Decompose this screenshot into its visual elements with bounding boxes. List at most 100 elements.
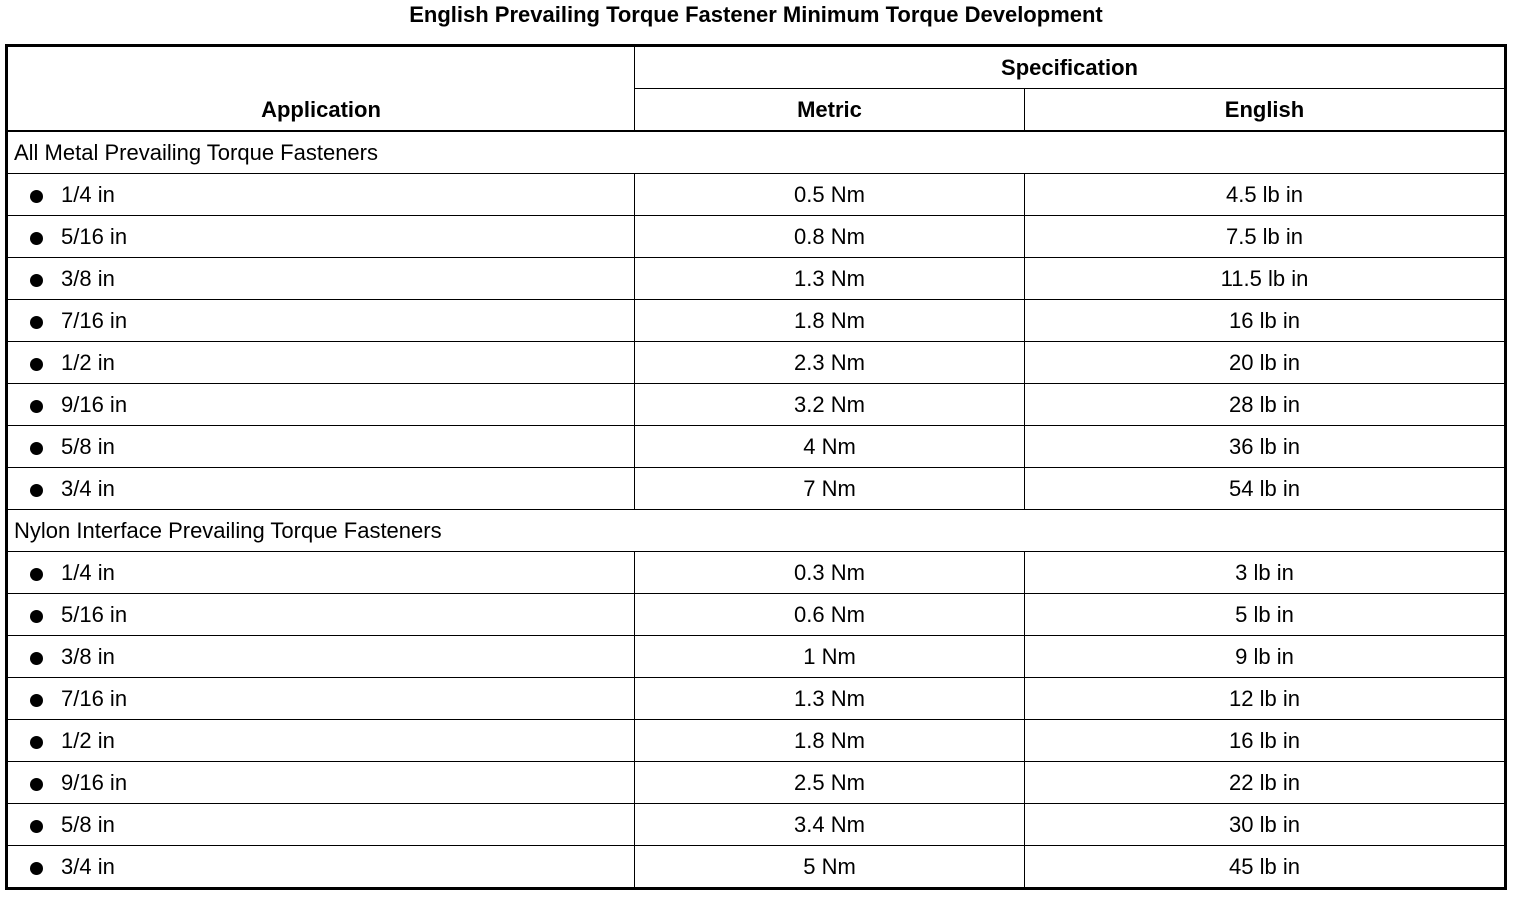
application-value: 3/8 in bbox=[61, 644, 115, 669]
english-cell: 30 lb in bbox=[1024, 803, 1506, 846]
english-cell: 11.5 lb in bbox=[1024, 257, 1506, 300]
table-row: 1/4 in 0.5 Nm 4.5 lb in bbox=[6, 173, 1506, 216]
table-row: 7/16 in 1.8 Nm 16 lb in bbox=[6, 299, 1506, 342]
table-body: All Metal Prevailing Torque Fasteners 1/4… bbox=[6, 130, 1506, 889]
bullet-icon bbox=[30, 862, 43, 875]
table-row: 3/8 in 1 Nm 9 lb in bbox=[6, 635, 1506, 678]
metric-cell: 1.8 Nm bbox=[634, 299, 1025, 342]
application-value: 9/16 in bbox=[61, 770, 128, 795]
table-title: English Prevailing Torque Fastener Minim… bbox=[409, 2, 1103, 27]
application-value: 9/16 in bbox=[61, 392, 128, 417]
table-row: 5/8 in 3.4 Nm 30 lb in bbox=[6, 803, 1506, 846]
english-cell: 36 lb in bbox=[1024, 425, 1506, 468]
application-value: 7/16 in bbox=[61, 308, 128, 333]
table-header: Application Specification Metric English bbox=[6, 45, 1506, 132]
application-value: 1/4 in bbox=[61, 182, 115, 207]
group-label: Nylon Interface Prevailing Torque Fasten… bbox=[6, 509, 1506, 552]
table-row: 7/16 in 1.3 Nm 12 lb in bbox=[6, 677, 1506, 720]
application-cell: 1/4 in bbox=[6, 551, 635, 594]
english-cell: 54 lb in bbox=[1024, 467, 1506, 510]
application-value: 5/8 in bbox=[61, 434, 115, 459]
bullet-icon bbox=[30, 316, 43, 329]
header-metric: Metric bbox=[634, 88, 1025, 132]
group-row: Nylon Interface Prevailing Torque Fasten… bbox=[6, 509, 1506, 552]
table-row: 3/4 in 7 Nm 54 lb in bbox=[6, 467, 1506, 510]
header-specification: Specification bbox=[634, 45, 1506, 89]
group-label: All Metal Prevailing Torque Fasteners bbox=[6, 130, 1506, 174]
table-row: 3/4 in 5 Nm 45 lb in bbox=[6, 845, 1506, 889]
english-cell: 9 lb in bbox=[1024, 635, 1506, 678]
english-cell: 20 lb in bbox=[1024, 341, 1506, 384]
english-cell: 28 lb in bbox=[1024, 383, 1506, 426]
bullet-icon bbox=[30, 232, 43, 245]
english-cell: 3 lb in bbox=[1024, 551, 1506, 594]
application-value: 7/16 in bbox=[61, 686, 128, 711]
metric-cell: 3.2 Nm bbox=[634, 383, 1025, 426]
application-cell: 7/16 in bbox=[6, 299, 635, 342]
english-cell: 4.5 lb in bbox=[1024, 173, 1506, 216]
bullet-icon bbox=[30, 820, 43, 833]
table-row: 3/8 in 1.3 Nm 11.5 lb in bbox=[6, 257, 1506, 300]
table-row: 5/8 in 4 Nm 36 lb in bbox=[6, 425, 1506, 468]
metric-cell: 0.5 Nm bbox=[634, 173, 1025, 216]
application-value: 1/4 in bbox=[61, 560, 115, 585]
torque-table: Application Specification Metric English… bbox=[5, 44, 1507, 890]
bullet-icon bbox=[30, 694, 43, 707]
table-row: 5/16 in 0.8 Nm 7.5 lb in bbox=[6, 215, 1506, 258]
bullet-icon bbox=[30, 736, 43, 749]
table-row: 1/2 in 1.8 Nm 16 lb in bbox=[6, 719, 1506, 762]
application-cell: 5/8 in bbox=[6, 425, 635, 468]
metric-cell: 2.5 Nm bbox=[634, 761, 1025, 804]
metric-cell: 1.8 Nm bbox=[634, 719, 1025, 762]
application-value: 1/2 in bbox=[61, 728, 115, 753]
application-cell: 1/4 in bbox=[6, 173, 635, 216]
application-value: 1/2 in bbox=[61, 350, 115, 375]
application-value: 3/4 in bbox=[61, 476, 115, 501]
group-row: All Metal Prevailing Torque Fasteners bbox=[6, 130, 1506, 174]
english-cell: 5 lb in bbox=[1024, 593, 1506, 636]
application-cell: 3/8 in bbox=[6, 635, 635, 678]
application-cell: 3/8 in bbox=[6, 257, 635, 300]
application-value: 5/8 in bbox=[61, 812, 115, 837]
metric-cell: 1 Nm bbox=[634, 635, 1025, 678]
application-cell: 5/8 in bbox=[6, 803, 635, 846]
application-cell: 7/16 in bbox=[6, 677, 635, 720]
english-cell: 45 lb in bbox=[1024, 845, 1506, 889]
english-cell: 16 lb in bbox=[1024, 299, 1506, 342]
application-cell: 9/16 in bbox=[6, 383, 635, 426]
application-cell: 3/4 in bbox=[6, 467, 635, 510]
table-row: 1/2 in 2.3 Nm 20 lb in bbox=[6, 341, 1506, 384]
header-english: English bbox=[1024, 88, 1506, 132]
metric-cell: 4 Nm bbox=[634, 425, 1025, 468]
application-value: 5/16 in bbox=[61, 224, 128, 249]
application-cell: 5/16 in bbox=[6, 215, 635, 258]
table-row: 1/4 in 0.3 Nm 3 lb in bbox=[6, 551, 1506, 594]
metric-cell: 5 Nm bbox=[634, 845, 1025, 889]
table-row: 5/16 in 0.6 Nm 5 lb in bbox=[6, 593, 1506, 636]
bullet-icon bbox=[30, 484, 43, 497]
bullet-icon bbox=[30, 400, 43, 413]
application-cell: 9/16 in bbox=[6, 761, 635, 804]
header-application: Application bbox=[6, 45, 635, 132]
bullet-icon bbox=[30, 610, 43, 623]
metric-cell: 3.4 Nm bbox=[634, 803, 1025, 846]
table-row: 9/16 in 2.5 Nm 22 lb in bbox=[6, 761, 1506, 804]
bullet-icon bbox=[30, 652, 43, 665]
metric-cell: 0.3 Nm bbox=[634, 551, 1025, 594]
table-row: 9/16 in 3.2 Nm 28 lb in bbox=[6, 383, 1506, 426]
bullet-icon bbox=[30, 568, 43, 581]
metric-cell: 2.3 Nm bbox=[634, 341, 1025, 384]
english-cell: 16 lb in bbox=[1024, 719, 1506, 762]
metric-cell: 7 Nm bbox=[634, 467, 1025, 510]
application-cell: 1/2 in bbox=[6, 341, 635, 384]
application-value: 3/8 in bbox=[61, 266, 115, 291]
application-cell: 1/2 in bbox=[6, 719, 635, 762]
metric-cell: 0.8 Nm bbox=[634, 215, 1025, 258]
application-value: 5/16 in bbox=[61, 602, 128, 627]
bullet-icon bbox=[30, 442, 43, 455]
application-value: 3/4 in bbox=[61, 854, 115, 879]
application-cell: 5/16 in bbox=[6, 593, 635, 636]
application-cell: 3/4 in bbox=[6, 845, 635, 889]
bullet-icon bbox=[30, 274, 43, 287]
bullet-icon bbox=[30, 358, 43, 371]
